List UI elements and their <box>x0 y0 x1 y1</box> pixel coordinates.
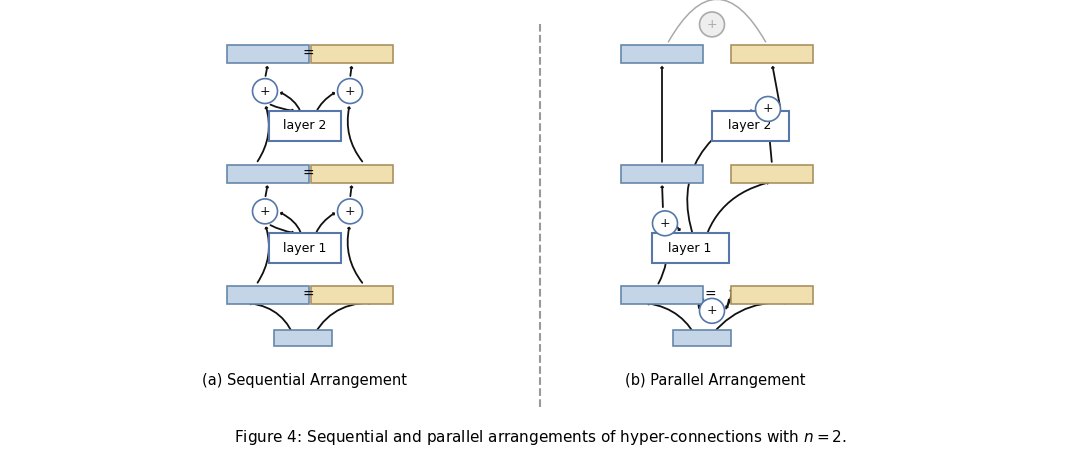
Text: +: + <box>762 103 773 116</box>
Text: Figure 4: Sequential and parallel arrangements of hyper-connections with $n = 2$: Figure 4: Sequential and parallel arrang… <box>233 428 847 447</box>
Text: =: = <box>302 167 314 181</box>
FancyBboxPatch shape <box>269 233 341 263</box>
Text: +: + <box>660 217 671 230</box>
Text: layer 1: layer 1 <box>283 242 326 255</box>
Circle shape <box>337 199 363 224</box>
FancyBboxPatch shape <box>227 164 309 182</box>
Text: +: + <box>706 18 717 31</box>
FancyBboxPatch shape <box>731 45 813 63</box>
Text: (b) Parallel Arrangement: (b) Parallel Arrangement <box>624 373 806 388</box>
Circle shape <box>700 12 725 37</box>
Circle shape <box>253 79 278 103</box>
FancyBboxPatch shape <box>274 330 332 346</box>
FancyBboxPatch shape <box>731 286 813 304</box>
Text: =: = <box>302 47 314 61</box>
FancyBboxPatch shape <box>651 233 729 263</box>
FancyBboxPatch shape <box>621 286 703 304</box>
Text: +: + <box>259 85 270 97</box>
Text: layer 2: layer 2 <box>283 119 326 132</box>
Circle shape <box>337 79 363 103</box>
FancyBboxPatch shape <box>269 111 341 141</box>
Text: +: + <box>345 85 355 97</box>
FancyBboxPatch shape <box>621 45 703 63</box>
Circle shape <box>756 97 781 122</box>
FancyBboxPatch shape <box>311 45 393 63</box>
Text: =: = <box>302 288 314 302</box>
FancyBboxPatch shape <box>227 45 309 63</box>
FancyBboxPatch shape <box>621 164 703 182</box>
Text: +: + <box>259 205 270 218</box>
FancyBboxPatch shape <box>227 286 309 304</box>
Text: =: = <box>704 288 716 302</box>
Circle shape <box>700 298 725 323</box>
FancyBboxPatch shape <box>311 286 393 304</box>
FancyBboxPatch shape <box>712 111 788 141</box>
Text: (a) Sequential Arrangement: (a) Sequential Arrangement <box>203 373 407 388</box>
Text: layer 2: layer 2 <box>728 119 772 132</box>
Circle shape <box>652 211 677 236</box>
FancyBboxPatch shape <box>673 330 731 346</box>
Circle shape <box>253 199 278 224</box>
FancyBboxPatch shape <box>311 164 393 182</box>
Text: +: + <box>706 304 717 317</box>
FancyBboxPatch shape <box>731 164 813 182</box>
Text: +: + <box>345 205 355 218</box>
Text: layer 1: layer 1 <box>669 242 712 255</box>
